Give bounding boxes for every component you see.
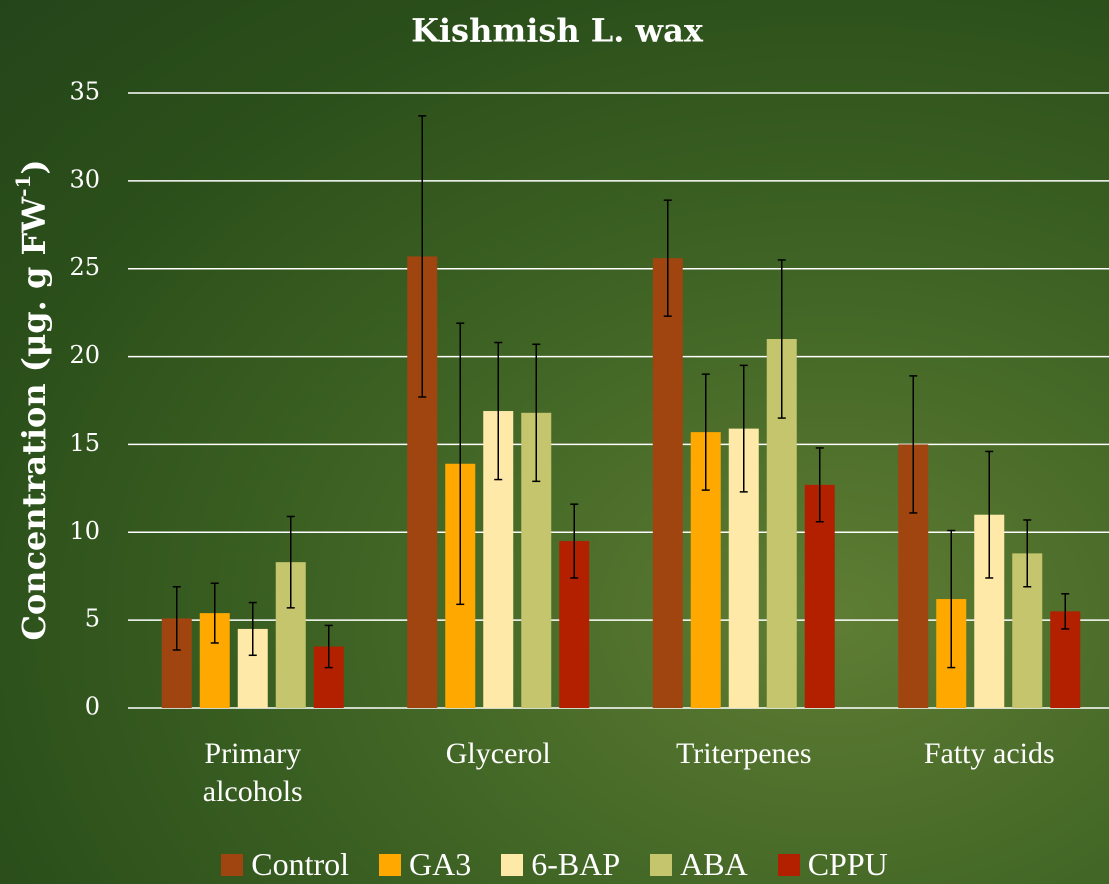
x-tick-label: Triterpenes xyxy=(675,737,812,770)
error-bar xyxy=(248,601,257,657)
error-bar xyxy=(210,582,219,644)
legend-label: 6-BAP xyxy=(531,846,621,882)
legend-swatch xyxy=(777,853,800,876)
legend-item: 6-BAP xyxy=(501,846,620,883)
error-bar xyxy=(701,373,710,491)
legend-item: GA3 xyxy=(379,846,471,883)
legend-swatch xyxy=(650,853,673,876)
legend-label: Control xyxy=(251,846,350,882)
error-bar xyxy=(815,447,824,523)
y-tick-label: 15 xyxy=(69,429,100,457)
error-bar xyxy=(532,343,541,483)
y-tick-label: 35 xyxy=(69,78,100,106)
x-tick-label: Fatty acids xyxy=(923,737,1055,770)
error-bar xyxy=(456,322,465,606)
y-label-text: Concentration (μg. g FW xyxy=(15,196,53,641)
y-tick-label: 30 xyxy=(69,165,100,193)
legend-item: ABA xyxy=(650,846,748,883)
y-tick-label: 20 xyxy=(69,341,100,369)
y-tick-label: 10 xyxy=(69,517,100,545)
legend-label: ABA xyxy=(680,846,748,882)
legend-label: GA3 xyxy=(409,846,472,882)
legend: Control GA3 6-BAP ABA CPPU xyxy=(0,846,1109,883)
error-bar xyxy=(663,199,672,317)
y-label-sup: -1 xyxy=(11,175,35,197)
legend-swatch xyxy=(221,853,244,876)
error-bar xyxy=(286,515,295,609)
legend-swatch xyxy=(379,853,402,876)
error-bar xyxy=(172,586,181,651)
error-bar xyxy=(1061,593,1070,630)
chart-title: Kishmish L. wax xyxy=(411,12,704,50)
bar xyxy=(652,258,683,708)
error-bar xyxy=(418,115,427,398)
legend-item: Control xyxy=(221,846,349,883)
y-tick-label: 0 xyxy=(85,693,100,721)
y-tick-label: 5 xyxy=(85,605,100,633)
x-tick-label: Glycerol xyxy=(445,737,551,770)
error-bar xyxy=(570,503,579,579)
x-tick-label: Primary alcohols xyxy=(202,737,303,808)
error-bar xyxy=(909,375,918,514)
error-bar xyxy=(777,259,786,419)
legend-item: CPPU xyxy=(777,846,888,883)
y-tick-label: 25 xyxy=(69,253,100,281)
legend-label: CPPU xyxy=(807,846,888,882)
y-axis-label: Concentration (μg. g FW-1) xyxy=(11,160,53,641)
y-label-suffix: ) xyxy=(15,160,53,175)
error-bar xyxy=(1023,519,1032,588)
error-bar xyxy=(739,364,748,493)
error-bar xyxy=(947,529,956,669)
error-bar xyxy=(324,624,333,669)
error-bar xyxy=(494,341,503,481)
legend-swatch xyxy=(501,853,524,876)
error-bar xyxy=(985,450,994,579)
